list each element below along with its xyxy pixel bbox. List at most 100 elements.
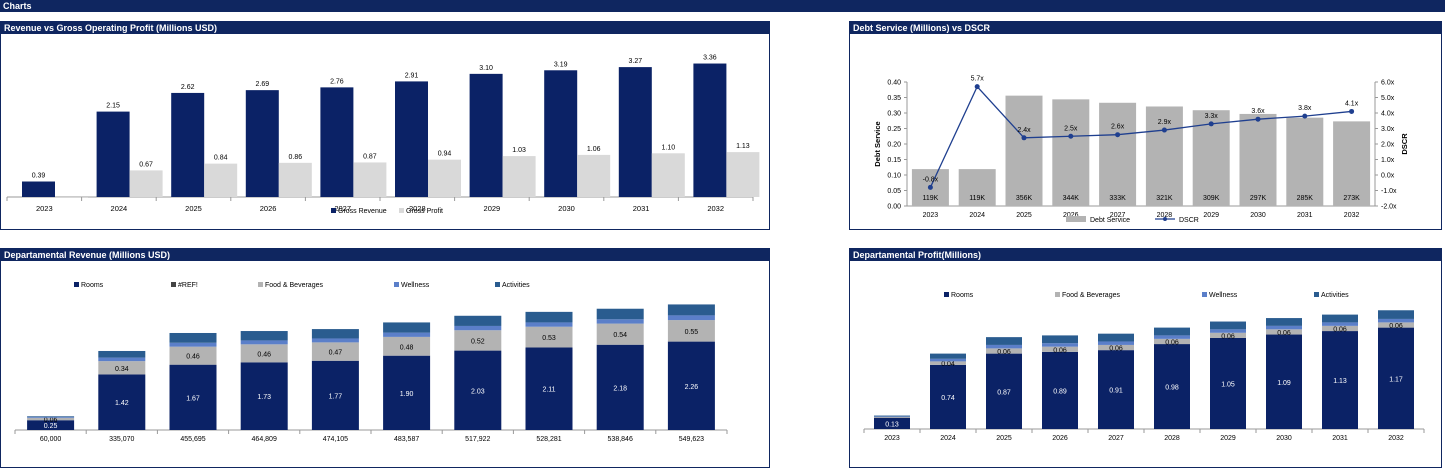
dscr-point <box>1115 132 1121 138</box>
stack-segment <box>1042 346 1078 352</box>
departmental-revenue-panel: Departamental Revenue (Millions USD) Roo… <box>0 248 770 468</box>
charts-header: Charts <box>0 0 1445 12</box>
bar-gross-revenue <box>245 90 279 197</box>
debt-dscr-panel: Debt Service (Millions) vs DSCR 0.00 0.05… <box>849 21 1442 230</box>
bar-gross-revenue <box>22 181 55 197</box>
x-tick-label: 464,809 <box>252 436 277 443</box>
data-label: 0.06 <box>997 349 1011 356</box>
legend-swatch <box>331 208 336 213</box>
data-label: 0.04 <box>941 361 955 368</box>
data-label: 2.76 <box>330 78 344 85</box>
data-label: 0.53 <box>542 335 556 342</box>
legend-label: Wellness <box>401 282 430 289</box>
stack-segment <box>383 355 431 430</box>
stack-segment <box>311 329 359 339</box>
data-label: 0.55 <box>685 329 699 336</box>
revenue-profit-chart: 0.39 2023 2.15 0.67 2024 2.62 0.84 2025 2.69 0.86… <box>6 55 760 215</box>
debt-dscr-chart: 0.00 0.05 0.10 0.15 0.20 0.25 0.30 0.35 0.40 -2.0… <box>873 76 1409 224</box>
stack-segment <box>1042 343 1078 347</box>
data-label: 0.06 <box>1333 326 1347 333</box>
stack-segment <box>525 322 573 327</box>
revenue-profit-panel: Revenue vs Gross Operating Profit (Milli… <box>0 21 770 230</box>
legend-label: Wellness <box>1209 292 1238 299</box>
data-label: 2.5x <box>1064 125 1078 132</box>
data-label: 3.19 <box>554 61 568 68</box>
stack-segment <box>240 340 288 345</box>
data-label: 119K <box>922 195 938 202</box>
data-label: 0.13 <box>885 421 899 428</box>
stack-segment <box>169 346 217 365</box>
stack-segment <box>98 357 146 362</box>
stack-segment <box>986 344 1022 349</box>
data-label: 1.13 <box>1333 378 1347 385</box>
legend-swatch <box>399 208 404 213</box>
dscr-point <box>1349 108 1355 114</box>
y-tick-label: 0.25 <box>887 126 901 133</box>
data-label: 0.06 <box>1389 323 1403 330</box>
stack-segment <box>667 320 715 342</box>
y2-tick-label: 4.0x <box>1381 111 1395 118</box>
legend-swatch <box>1163 217 1167 221</box>
y2-tick-label: 5.0x <box>1381 95 1395 102</box>
stack-segment <box>240 344 288 363</box>
stack-segment <box>454 330 502 351</box>
legend-label: Rooms <box>951 292 974 299</box>
x-tick-label: 2032 <box>1388 435 1404 442</box>
stack-segment <box>667 304 715 316</box>
data-label: 309K <box>1203 195 1220 202</box>
data-label: 321K <box>1156 195 1173 202</box>
stack-segment <box>1154 338 1190 345</box>
data-label: 2.03 <box>471 388 485 395</box>
x-tick-label: 2032 <box>707 204 724 213</box>
stack-segment <box>986 348 1022 354</box>
data-label: 1.06 <box>587 146 601 153</box>
data-label: 3.10 <box>479 65 493 72</box>
stack-segment <box>169 342 217 347</box>
x-tick-label: 2032 <box>1344 212 1360 219</box>
y2-tick-label: 2.0x <box>1381 142 1395 149</box>
bar-gross-profit <box>278 162 312 197</box>
stack-segment <box>874 417 910 429</box>
bar-gross-profit <box>726 152 760 197</box>
legend-label: Debt Service <box>1090 217 1130 224</box>
data-label: 1.42 <box>115 400 129 407</box>
legend-swatch <box>171 282 176 287</box>
data-label: 333K <box>1109 195 1126 202</box>
stack-segment <box>1098 350 1134 429</box>
y-tick-label: 0.10 <box>887 173 901 180</box>
stack-segment <box>667 341 715 430</box>
legend-label: Activities <box>1321 292 1349 299</box>
y2-tick-label: 3.0x <box>1381 126 1395 133</box>
stack-segment <box>1378 310 1414 319</box>
bar-gross-profit <box>204 163 238 197</box>
data-label: 1.05 <box>1221 382 1235 389</box>
dscr-point <box>974 84 980 90</box>
stack-segment <box>930 353 966 359</box>
data-label: 1.03 <box>512 147 526 154</box>
stack-segment <box>240 362 288 430</box>
y2-tick-label: -2.0x <box>1381 204 1397 211</box>
data-label: 0.46 <box>186 354 200 361</box>
x-tick-label: 2027 <box>334 204 351 213</box>
x-tick-label: 2029 <box>484 204 501 213</box>
data-label: 2.6x <box>1111 124 1125 131</box>
y2-tick-label: -1.0x <box>1381 188 1397 195</box>
data-label: 0.54 <box>613 332 627 339</box>
legend-label: Gross Revenue <box>338 208 387 215</box>
x-tick-label: 2028 <box>1157 212 1173 219</box>
dscr-line <box>929 85 1352 188</box>
x-tick-label: 528,281 <box>536 436 561 443</box>
data-label: 0.87 <box>363 153 377 160</box>
data-label: 0.25 <box>44 423 58 430</box>
bar-gross-profit <box>502 156 536 197</box>
dscr-point <box>927 184 933 190</box>
stack-segment <box>383 332 431 337</box>
bar-gross-revenue <box>320 87 354 197</box>
data-label: 0.06 <box>1053 347 1067 354</box>
stack-segment <box>454 315 502 326</box>
data-label: 0.06 <box>44 417 58 424</box>
y-tick-label: 0.35 <box>887 95 901 102</box>
stack-segment <box>169 332 217 343</box>
data-label: 3.6x <box>1251 108 1265 115</box>
x-tick-label: 2023 <box>884 435 900 442</box>
